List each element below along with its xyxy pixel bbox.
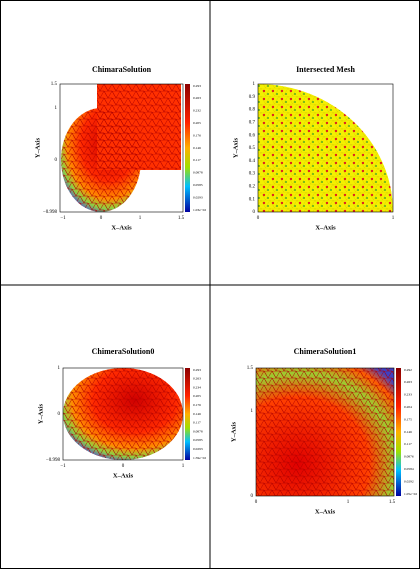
x-axis-label: X–Axis	[315, 224, 336, 231]
colorbar-label: 0.0293	[193, 195, 203, 199]
colorbar-label: 0.176	[193, 133, 201, 137]
colorbar-label: 0.0585	[193, 438, 203, 442]
panel-title: Intersected Mesh	[296, 65, 355, 74]
colorbar-label: 0.117	[193, 158, 201, 162]
colorbar-label: 0.234	[193, 385, 201, 389]
mesh-lines	[256, 368, 394, 496]
colorbar-label: 1.03e−02	[193, 208, 206, 212]
x-tick-label: 1	[182, 464, 185, 469]
plot-frame	[257, 83, 394, 213]
y-tick-label: 1	[253, 82, 256, 87]
x-axis-label: X–Axis	[315, 508, 336, 515]
colorbar-label: 0.0292	[404, 479, 414, 483]
y-tick-label: 0.5	[249, 146, 256, 151]
y-tick-label: 0.9	[249, 95, 256, 100]
y-tick-label: 0	[55, 158, 58, 163]
colorbar-label: 0.146	[404, 430, 412, 434]
mesh-lines	[63, 368, 183, 460]
y-tick-label: 1	[251, 409, 254, 414]
colorbar-label: 0.292	[404, 368, 412, 372]
plot-frame	[59, 83, 184, 213]
y-tick-label: 1	[58, 366, 61, 371]
x-tick-label: −1	[60, 216, 66, 221]
y-tick-label: −0.998	[43, 210, 58, 215]
y-tick-label: 0.8	[249, 108, 256, 113]
colorbar-label: 0.146	[193, 146, 201, 150]
colorbar-label: 0.263	[193, 377, 201, 381]
colorbar-label: 0.263	[193, 96, 201, 100]
y-tick-label: 1.5	[51, 82, 58, 87]
y-tick-label: 0	[58, 412, 61, 417]
colorbar-label: 0.233	[404, 393, 412, 397]
x-tick-label: 1	[139, 216, 142, 221]
colorbar	[396, 368, 401, 496]
colorbar-label: 1.05e−02	[404, 492, 417, 496]
y-tick-label: 0.7	[249, 121, 256, 126]
y-tick-label: 1.5	[247, 366, 254, 371]
y-tick-label: 0.3	[249, 172, 256, 177]
colorbar-label: 0.293	[193, 368, 201, 372]
x-tick-label: 0	[122, 464, 125, 469]
panel-title: ChimeraSolution1	[294, 347, 357, 356]
mesh-lines	[258, 84, 393, 212]
colorbar-label: 0.175	[404, 417, 412, 421]
colorbar-label: 0.204	[404, 405, 412, 409]
x-tick-label: 1.5	[389, 500, 396, 505]
y-axis-label: Y–Axis	[37, 403, 44, 424]
panel-title: ChimaraSolution	[92, 65, 152, 74]
colorbar	[185, 84, 190, 212]
y-tick-label: 0.4	[249, 159, 256, 164]
y-tick-label: 0	[253, 210, 256, 215]
y-tick-label: 1	[55, 106, 58, 111]
colorbar-label: 0.232	[193, 109, 201, 113]
colorbar-label: 0.117	[404, 442, 412, 446]
colorbar-label: 0.0584	[404, 467, 414, 471]
colorbar-label: 1.59e−02	[193, 456, 206, 460]
x-tick-label: 0	[100, 216, 103, 221]
x-tick-label: 1	[347, 500, 350, 505]
colorbar-label: 0.0878	[193, 429, 203, 433]
x-axis-label: X–Axis	[113, 472, 134, 479]
colorbar-label: 0.0293	[193, 447, 203, 451]
colorbar-label: 0.0878	[193, 171, 203, 175]
y-tick-label: 0.6	[249, 133, 256, 138]
x-tick-label: 0	[255, 500, 258, 505]
colorbar-label: 0.0876	[404, 455, 414, 459]
x-tick-label: 1	[392, 216, 395, 221]
colorbar-label: 0.0585	[193, 183, 203, 187]
colorbar-label: 0.293	[193, 84, 201, 88]
colorbar-label: 0.117	[193, 421, 201, 425]
y-tick-label: 0.2	[249, 185, 256, 190]
x-tick-label: −1	[60, 464, 66, 469]
colorbar-label: 0.146	[193, 412, 201, 416]
panel-title: ChimeraSolution0	[92, 347, 155, 356]
x-axis-label: X–Axis	[111, 224, 132, 231]
colorbar-label: 0.205	[193, 394, 201, 398]
y-tick-label: 0.1	[249, 197, 256, 202]
plot-frame	[255, 367, 395, 497]
y-axis-label: Y–Axis	[34, 137, 41, 158]
colorbar-label: 0.205	[193, 121, 201, 125]
y-tick-label: −0.998	[46, 458, 61, 463]
x-tick-label: 0	[257, 216, 260, 221]
y-axis-label: Y–Axis	[232, 137, 239, 158]
colorbar	[185, 368, 190, 460]
colorbar-label: 0.176	[193, 403, 201, 407]
mesh-lines	[97, 84, 181, 170]
y-axis-label: Y–Axis	[230, 421, 237, 442]
y-tick-label: 0	[251, 494, 254, 499]
colorbar-label: 0.263	[404, 380, 412, 384]
x-tick-label: 1.5	[178, 216, 185, 221]
plot-frame	[62, 367, 184, 461]
